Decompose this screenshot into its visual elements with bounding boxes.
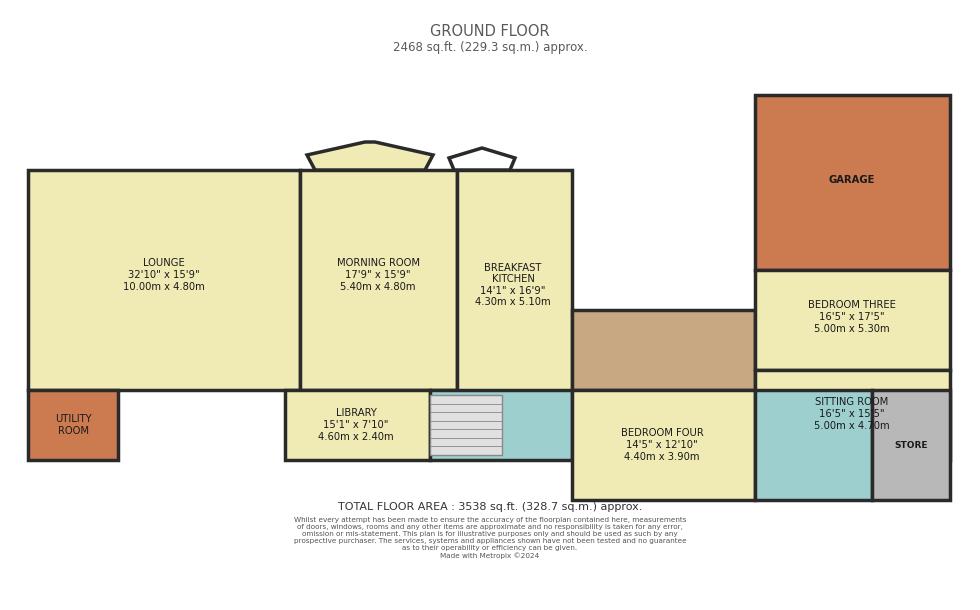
Bar: [28, 390, 118, 460]
Text: 2468 sq.ft. (229.3 sq.m.) approx.: 2468 sq.ft. (229.3 sq.m.) approx.: [393, 41, 587, 54]
Bar: [430, 395, 502, 455]
Bar: [430, 390, 572, 460]
Text: BEDROOM FOUR
14'5" x 12'10"
4.40m x 3.90m: BEDROOM FOUR 14'5" x 12'10" 4.40m x 3.90…: [620, 428, 704, 462]
Bar: [300, 170, 457, 390]
Bar: [457, 170, 572, 410]
Text: UTILITY
ROOM: UTILITY ROOM: [55, 414, 91, 436]
Text: LOUNGE
32'10" x 15'9"
10.00m x 4.80m: LOUNGE 32'10" x 15'9" 10.00m x 4.80m: [123, 259, 205, 292]
Text: GARAGE: GARAGE: [829, 175, 875, 185]
Text: LIBRARY
15'1" x 7'10"
4.60m x 2.40m: LIBRARY 15'1" x 7'10" 4.60m x 2.40m: [318, 409, 394, 442]
Text: MORNING ROOM
17'9" x 15'9"
5.40m x 4.80m: MORNING ROOM 17'9" x 15'9" 5.40m x 4.80m: [336, 259, 419, 292]
Bar: [755, 270, 950, 370]
Bar: [28, 170, 300, 390]
Text: GROUND FLOOR: GROUND FLOOR: [430, 24, 550, 40]
Polygon shape: [449, 148, 515, 170]
Text: STORE: STORE: [894, 440, 928, 450]
Polygon shape: [307, 142, 433, 170]
Bar: [572, 310, 755, 390]
Text: TOTAL FLOOR AREA : 3538 sq.ft. (328.7 sq.m.) approx.: TOTAL FLOOR AREA : 3538 sq.ft. (328.7 sq…: [338, 502, 642, 512]
Bar: [285, 390, 430, 460]
Bar: [755, 95, 950, 270]
Text: Whilst every attempt has been made to ensure the accuracy of the floorplan conta: Whilst every attempt has been made to en…: [294, 517, 686, 559]
Bar: [872, 390, 950, 500]
Bar: [755, 370, 950, 460]
Text: BEDROOM THREE
16'5" x 17'5"
5.00m x 5.30m: BEDROOM THREE 16'5" x 17'5" 5.00m x 5.30…: [808, 300, 896, 334]
Bar: [572, 390, 755, 500]
Bar: [755, 390, 872, 500]
Text: BREAKFAST
KITCHEN
14'1" x 16'9"
4.30m x 5.10m: BREAKFAST KITCHEN 14'1" x 16'9" 4.30m x …: [475, 262, 551, 307]
Text: SITTING ROOM
16'5" x 15'5"
5.00m x 4.70m: SITTING ROOM 16'5" x 15'5" 5.00m x 4.70m: [814, 397, 890, 431]
